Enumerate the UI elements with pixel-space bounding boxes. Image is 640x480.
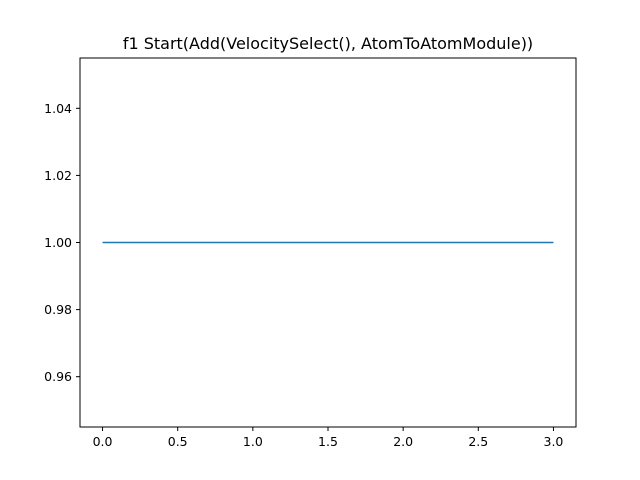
x-tick-label: 2.5	[468, 434, 488, 449]
y-tick-label: 0.98	[44, 302, 72, 317]
chart-title: f1 Start(Add(VelocitySelect(), AtomToAto…	[123, 34, 533, 53]
x-tick-label: 1.5	[318, 434, 338, 449]
x-tick-label: 3.0	[544, 434, 564, 449]
x-tick-label: 1.0	[243, 434, 263, 449]
y-tick-label: 1.04	[44, 101, 72, 116]
y-tick-label: 1.00	[44, 235, 72, 250]
x-tick-label: 2.0	[393, 434, 413, 449]
x-tick-label: 0.5	[168, 434, 188, 449]
y-tick-label: 1.02	[44, 168, 72, 183]
x-axis: 0.0 0.5 1.0 1.5 2.0 2.5 3.0	[93, 427, 564, 449]
y-tick-label: 0.96	[44, 369, 72, 384]
y-axis: 0.96 0.98 1.00 1.02 1.04	[44, 101, 80, 384]
x-tick-label: 0.0	[93, 434, 113, 449]
